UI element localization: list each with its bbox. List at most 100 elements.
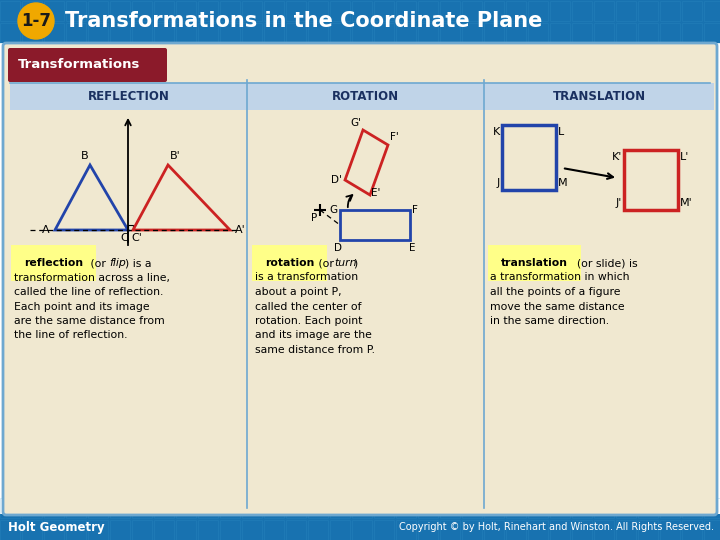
- Bar: [132, 1, 152, 21]
- Bar: [44, 498, 64, 518]
- Bar: [594, 23, 614, 43]
- Bar: [0, 520, 20, 540]
- Bar: [704, 1, 720, 21]
- Bar: [88, 1, 108, 21]
- Bar: [0, 498, 20, 518]
- Bar: [682, 498, 702, 518]
- Bar: [110, 520, 130, 540]
- Bar: [132, 23, 152, 43]
- Text: Copyright © by Holt, Rinehart and Winston. All Rights Reserved.: Copyright © by Holt, Rinehart and Winsto…: [399, 522, 714, 532]
- Text: move the same distance: move the same distance: [490, 301, 625, 312]
- Bar: [247, 83, 484, 110]
- Text: Transformations in the Coordinate Plane: Transformations in the Coordinate Plane: [65, 11, 542, 31]
- Text: Holt Geometry: Holt Geometry: [8, 521, 104, 534]
- Bar: [374, 498, 394, 518]
- Bar: [330, 23, 350, 43]
- Bar: [638, 23, 658, 43]
- Bar: [88, 520, 108, 540]
- Bar: [550, 23, 570, 43]
- Bar: [616, 23, 636, 43]
- Text: a transformation in which: a transformation in which: [490, 273, 629, 282]
- Bar: [462, 520, 482, 540]
- Bar: [308, 498, 328, 518]
- Text: A': A': [235, 225, 246, 235]
- Text: TRANSLATION: TRANSLATION: [552, 90, 646, 103]
- Text: flip: flip: [109, 258, 126, 268]
- Bar: [198, 498, 218, 518]
- Bar: [484, 83, 714, 110]
- Bar: [176, 23, 196, 43]
- Bar: [308, 1, 328, 21]
- Text: F: F: [412, 205, 418, 215]
- Bar: [66, 1, 86, 21]
- Bar: [154, 498, 174, 518]
- Text: reflection: reflection: [24, 258, 83, 268]
- Bar: [440, 520, 460, 540]
- Text: K: K: [492, 127, 500, 137]
- Text: ROTATION: ROTATION: [332, 90, 399, 103]
- Bar: [484, 498, 504, 518]
- Bar: [550, 520, 570, 540]
- Bar: [638, 520, 658, 540]
- Bar: [0, 0, 720, 43]
- Text: called the line of reflection.: called the line of reflection.: [14, 287, 163, 297]
- Bar: [440, 1, 460, 21]
- Bar: [44, 1, 64, 21]
- Bar: [462, 1, 482, 21]
- Bar: [616, 1, 636, 21]
- Bar: [242, 520, 262, 540]
- Bar: [660, 23, 680, 43]
- Text: the line of reflection.: the line of reflection.: [14, 330, 127, 341]
- Bar: [154, 520, 174, 540]
- Text: (or: (or: [87, 258, 109, 268]
- Text: B': B': [170, 151, 181, 161]
- Text: transformation across a line,: transformation across a line,: [14, 273, 170, 282]
- Bar: [462, 23, 482, 43]
- Bar: [220, 498, 240, 518]
- Text: M': M': [680, 198, 693, 208]
- Bar: [418, 23, 438, 43]
- Bar: [220, 23, 240, 43]
- Bar: [440, 498, 460, 518]
- Text: A: A: [255, 258, 266, 268]
- Text: Each point and its image: Each point and its image: [14, 301, 150, 312]
- Text: rotation. Each point: rotation. Each point: [255, 316, 362, 326]
- Bar: [352, 1, 372, 21]
- Bar: [286, 498, 306, 518]
- Text: P: P: [311, 213, 317, 223]
- Bar: [308, 23, 328, 43]
- Bar: [352, 23, 372, 43]
- Bar: [484, 23, 504, 43]
- Bar: [594, 1, 614, 21]
- Bar: [550, 1, 570, 21]
- Bar: [242, 1, 262, 21]
- Bar: [396, 1, 416, 21]
- Bar: [110, 1, 130, 21]
- Bar: [528, 23, 548, 43]
- Bar: [220, 1, 240, 21]
- Bar: [572, 498, 592, 518]
- Bar: [22, 1, 42, 21]
- Bar: [374, 1, 394, 21]
- Bar: [418, 1, 438, 21]
- Text: L: L: [558, 127, 564, 137]
- Bar: [132, 520, 152, 540]
- Bar: [0, 1, 20, 21]
- Bar: [10, 83, 247, 110]
- Text: in the same direction.: in the same direction.: [490, 316, 609, 326]
- Bar: [198, 1, 218, 21]
- Bar: [506, 1, 526, 21]
- Bar: [22, 23, 42, 43]
- Bar: [22, 520, 42, 540]
- Bar: [572, 23, 592, 43]
- Text: C': C': [132, 233, 143, 243]
- Text: same distance from P.: same distance from P.: [255, 345, 375, 355]
- Bar: [682, 1, 702, 21]
- Bar: [506, 498, 526, 518]
- Bar: [0, 514, 720, 540]
- Text: E': E': [371, 188, 380, 198]
- Bar: [638, 498, 658, 518]
- Bar: [704, 498, 720, 518]
- Bar: [88, 23, 108, 43]
- Bar: [594, 498, 614, 518]
